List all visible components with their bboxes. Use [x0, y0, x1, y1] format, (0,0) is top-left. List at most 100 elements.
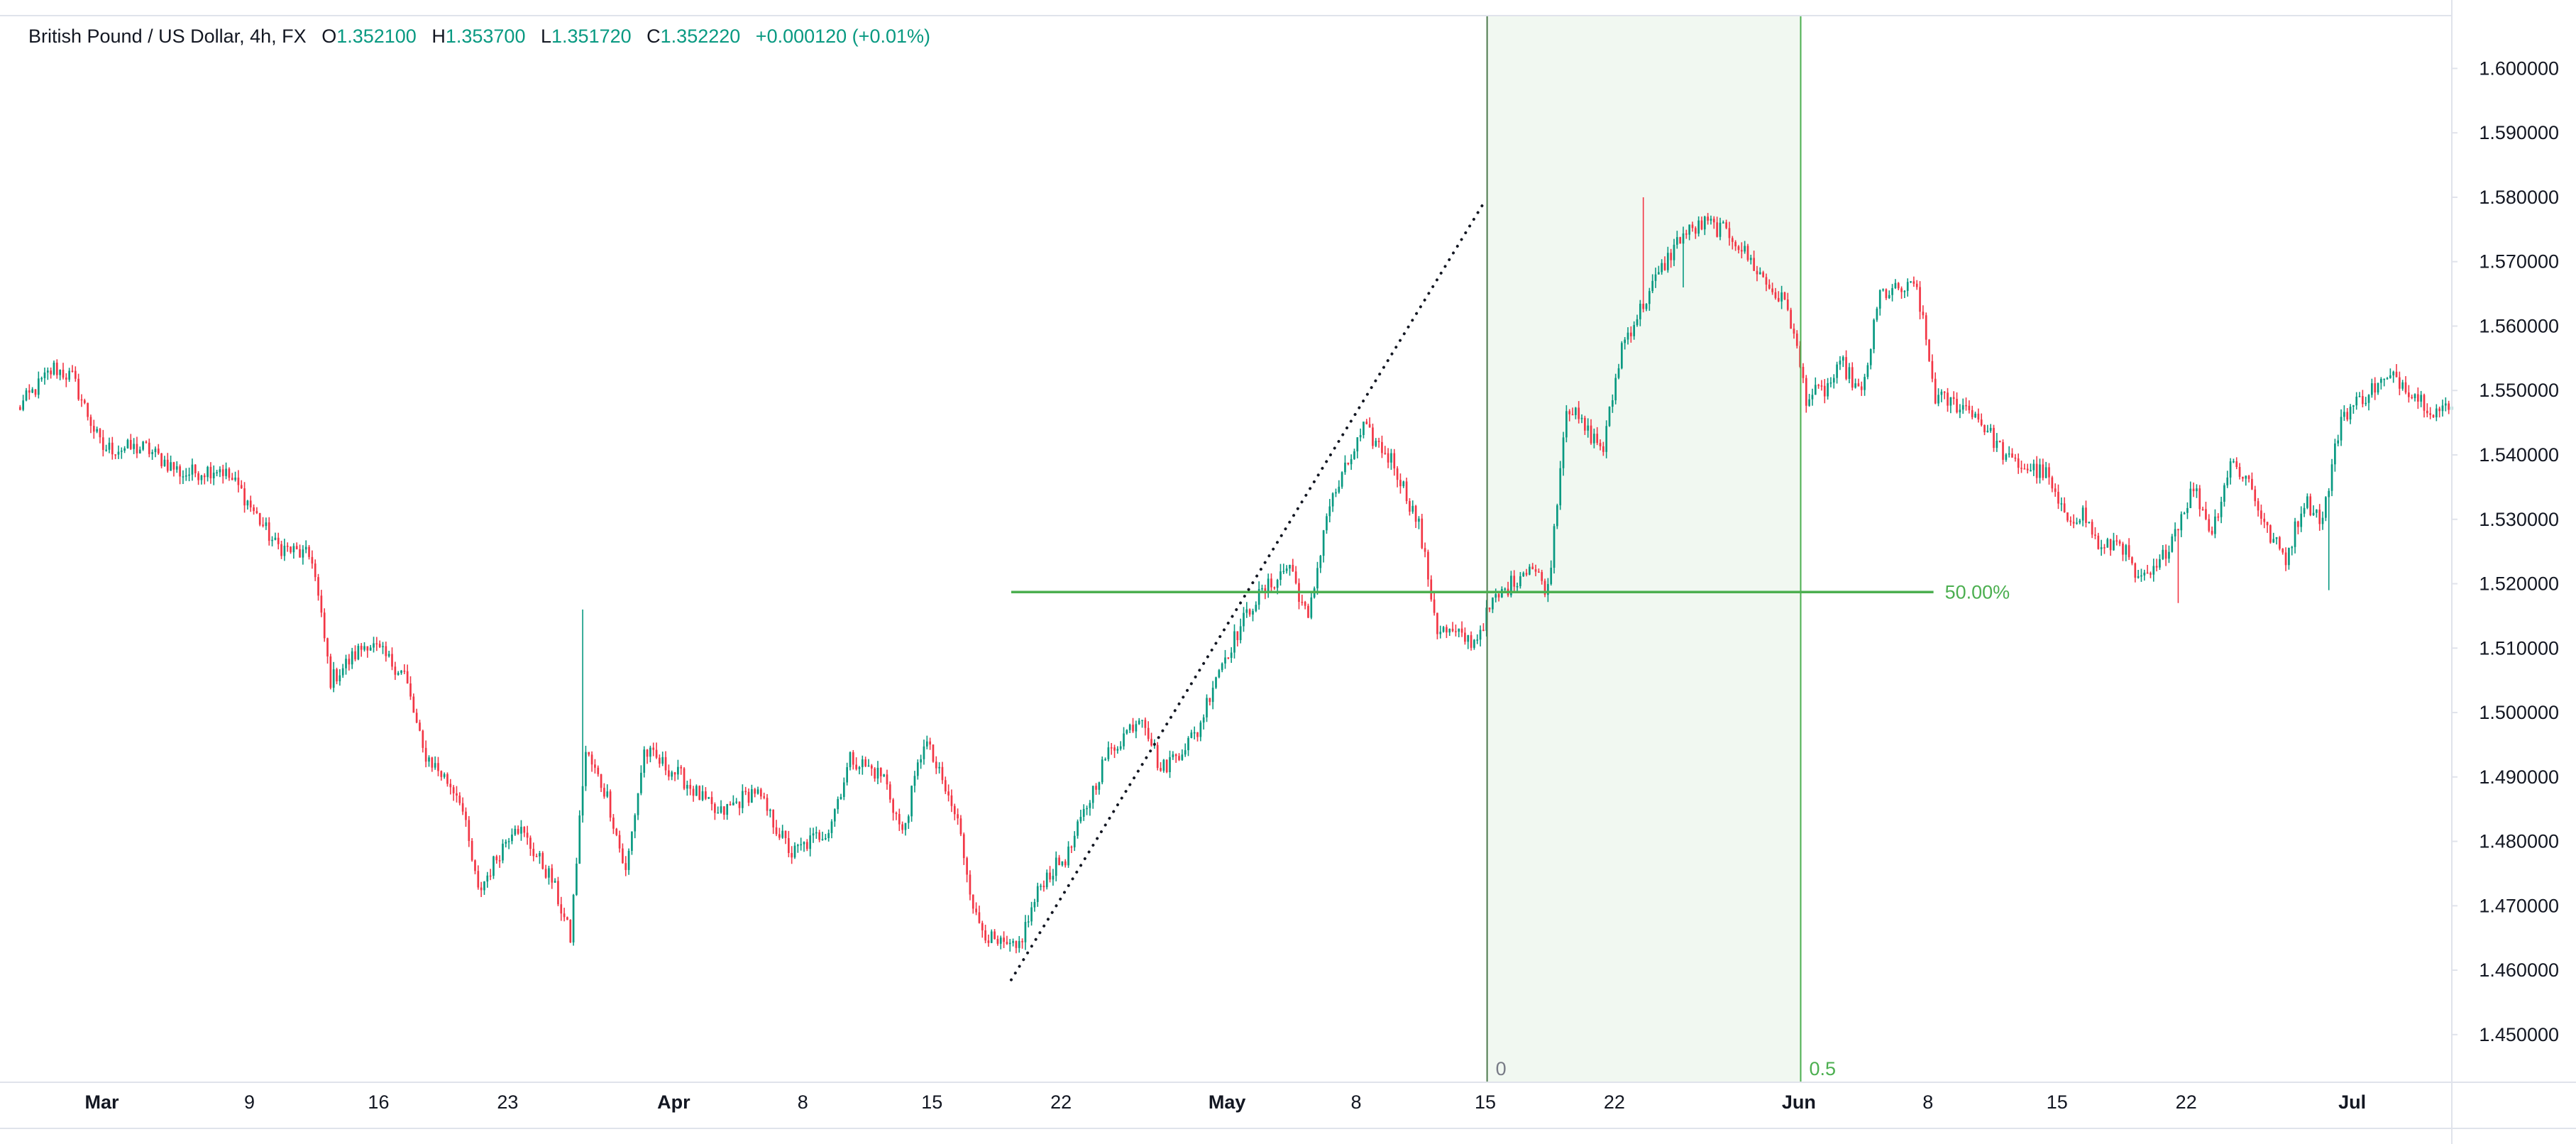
candle-body — [1691, 224, 1694, 229]
candle — [1633, 321, 1636, 340]
candle-body — [1897, 282, 1900, 289]
candle — [1326, 513, 1328, 534]
candle-body — [2343, 412, 2345, 417]
candle-body — [1596, 434, 1599, 444]
candle-body — [1255, 605, 1257, 611]
candle-body — [133, 444, 135, 449]
candle-body — [2242, 476, 2244, 479]
candle — [640, 765, 642, 796]
candle — [1390, 449, 1392, 471]
candle-body — [1912, 281, 1915, 284]
candle-body — [2233, 461, 2235, 463]
candle — [1888, 290, 1890, 299]
candle-body — [2155, 566, 2158, 568]
candle — [1322, 529, 1325, 563]
candle — [1817, 383, 1820, 389]
candle — [1519, 572, 1521, 589]
candle-body — [812, 833, 815, 836]
candle-body — [1802, 366, 1805, 378]
candle-body — [1147, 727, 1150, 739]
candle — [554, 878, 556, 883]
candle — [1860, 381, 1863, 396]
candle — [1279, 563, 1282, 586]
candle-body — [101, 437, 104, 450]
candle — [775, 820, 778, 837]
candle — [1864, 373, 1866, 396]
candle-body — [1353, 451, 1355, 459]
candle-body — [1513, 576, 1516, 587]
candle-body — [1095, 786, 1097, 790]
candle — [422, 730, 424, 753]
candle — [1082, 804, 1085, 821]
candle-body — [612, 818, 615, 829]
candle — [2300, 506, 2303, 532]
candle-body — [763, 796, 766, 798]
candle — [317, 573, 319, 601]
candle-body — [2035, 463, 2038, 478]
candle-body — [336, 669, 338, 682]
candle-body — [1937, 395, 1939, 404]
candle — [1273, 586, 1276, 590]
candle — [763, 792, 766, 800]
candle — [2192, 482, 2195, 497]
candle-body — [246, 500, 249, 506]
candle — [1344, 455, 1346, 475]
candle-body — [1150, 739, 1152, 746]
drawing-overlay-layer[interactable]: 0 0.550.00% — [1009, 16, 2010, 1082]
y-tick-label: 1.560000 — [2479, 315, 2559, 336]
candle-body — [803, 842, 805, 845]
candle — [950, 789, 953, 813]
x-tick-label: 23 — [497, 1091, 518, 1113]
candle — [2162, 544, 2164, 561]
candle-body — [2352, 405, 2355, 407]
candle — [769, 808, 771, 818]
candle-body — [2371, 383, 2373, 395]
candle-body — [1710, 219, 1712, 221]
candle — [2401, 380, 2404, 391]
candle-body — [742, 791, 744, 808]
candle-body — [1811, 395, 1814, 400]
candle — [673, 771, 676, 781]
candle-body — [465, 811, 467, 820]
candle — [938, 762, 940, 774]
candle-body — [1679, 237, 1681, 244]
candle — [2349, 404, 2352, 424]
candle — [1377, 437, 1380, 448]
candle-body — [2069, 520, 2072, 522]
candle-body — [286, 546, 289, 547]
candle — [1922, 305, 1925, 319]
candle-body — [2174, 529, 2176, 537]
candle — [1786, 292, 1789, 312]
candle — [1221, 662, 1223, 673]
candle — [489, 869, 492, 881]
candle — [1427, 549, 1429, 587]
candle — [1184, 743, 1187, 757]
candle — [590, 751, 593, 772]
candle-body — [1473, 639, 1475, 648]
candle-body — [529, 837, 532, 849]
trend-line[interactable] — [1009, 199, 1487, 981]
candle-body — [827, 832, 830, 838]
candle — [742, 784, 744, 813]
candle — [117, 445, 120, 459]
candle-body — [2386, 378, 2389, 380]
candle-body — [895, 813, 898, 815]
candle-body — [2100, 547, 2103, 549]
candle — [1439, 625, 1442, 639]
candle-body — [1024, 922, 1027, 942]
candle — [1243, 607, 1245, 632]
candle-body — [2063, 503, 2066, 512]
candle-body — [219, 469, 221, 473]
candle-body — [2072, 522, 2075, 524]
candle — [1756, 265, 1758, 282]
candle-body — [710, 797, 713, 804]
candle — [1580, 414, 1583, 424]
candle — [2328, 488, 2330, 590]
candle — [695, 784, 698, 796]
candle — [1418, 516, 1420, 529]
candle-body — [2017, 458, 2020, 468]
candle-body — [105, 449, 107, 451]
candle — [971, 894, 974, 914]
